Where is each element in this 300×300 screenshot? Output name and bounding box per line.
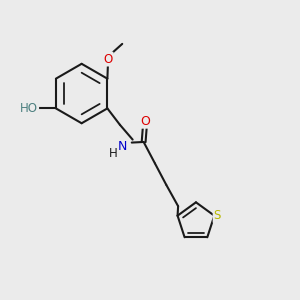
Text: HO: HO	[20, 102, 38, 115]
Text: S: S	[214, 209, 221, 222]
Text: O: O	[140, 115, 150, 128]
Text: O: O	[103, 52, 112, 66]
Text: H: H	[109, 147, 118, 161]
Text: N: N	[118, 140, 128, 153]
